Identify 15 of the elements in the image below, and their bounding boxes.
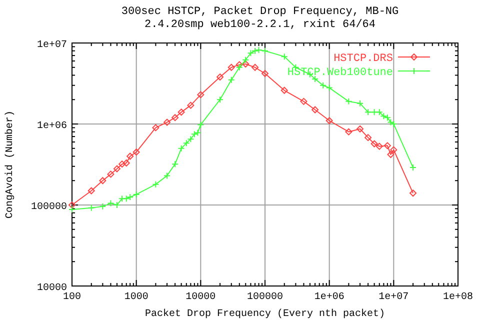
x-tick-label: 10000 [186,292,216,303]
y-tick-label: 100000 [30,202,67,213]
chart-title: 300sec HSTCP, Packet Drop Frequency, MB-NG [121,6,399,18]
legend-label: HSTCP.DRS [334,53,394,65]
y-tick-label: 1e+07 [36,40,67,51]
x-tick-label: 1e+08 [442,292,474,303]
x-tick-label: 1e+07 [378,292,409,303]
x-tick-label: 1000 [124,292,148,303]
x-tick-label: 100000 [246,292,284,303]
y-tick-label: 1e+06 [36,121,67,132]
x-tick-label: 1e+06 [314,292,344,303]
x-tick-label: 100 [62,292,82,303]
y-axis-title: CongAvoid (Number) [4,110,16,219]
x-axis-title: Packet Drop Frequency (Every nth packet) [144,308,386,320]
chart-subtitle: 2.4.20smp web100-2.2.1, rxint 64/64 [144,19,376,31]
